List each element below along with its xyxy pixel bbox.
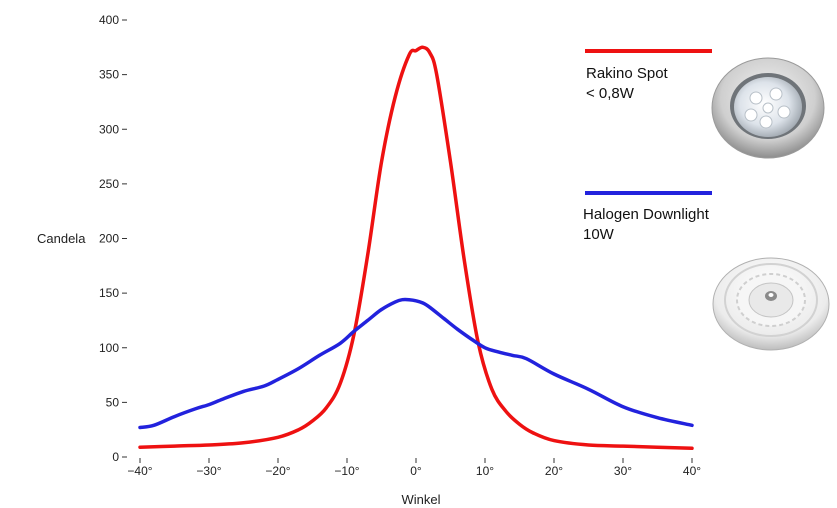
rakino-spot-product-image [711,57,825,159]
legend-line-rakino-spot [585,49,712,53]
halogen-downlight-product-image [712,257,830,351]
y-tick-label: 300 [99,122,119,136]
x-tick-label: 10° [476,464,494,478]
x-tick-label: 40° [683,464,701,478]
y-tick-label: 0 [112,450,119,464]
series-line-rakino-spot [138,45,694,451]
x-axis: −40° −30° −20° −10° 0° 10° 20° 30° 40° [127,458,701,478]
x-tick-label: −10° [334,464,359,478]
x-tick-label: 30° [614,464,632,478]
y-axis: 0 50 100 150 200 250 300 350 400 [99,13,127,464]
y-tick-label: 400 [99,13,119,27]
legend-label-rakino-spot-line1: Rakino Spot [586,65,668,82]
y-tick-label: 200 [99,232,119,246]
x-tick-label: 0° [410,464,422,478]
y-tick-label: 100 [99,341,119,355]
y-tick-label: 350 [99,68,119,82]
y-tick-label: 250 [99,177,119,191]
x-tick-label: 20° [545,464,563,478]
x-tick-label: −40° [127,464,152,478]
x-tick-label: −30° [196,464,221,478]
legend-label-rakino-spot: Rakino Spot < 0,8W [586,64,668,104]
y-axis-label: Candela [37,231,86,246]
y-tick-label: 50 [106,395,120,409]
x-tick-label: −20° [265,464,290,478]
legend-label-halogen-downlight: Halogen Downlight 10W [583,205,709,245]
x-axis-label: Winkel [401,492,440,507]
legend-label-rakino-spot-line2: < 0,8W [586,85,634,102]
y-tick-label: 150 [99,286,119,300]
legend-label-halogen-downlight-line2: 10W [583,226,614,243]
legend-line-halogen-downlight [585,191,712,195]
series-layer [138,45,694,451]
legend-label-halogen-downlight-line1: Halogen Downlight [583,206,709,223]
series-line-halogen-downlight [138,297,694,430]
